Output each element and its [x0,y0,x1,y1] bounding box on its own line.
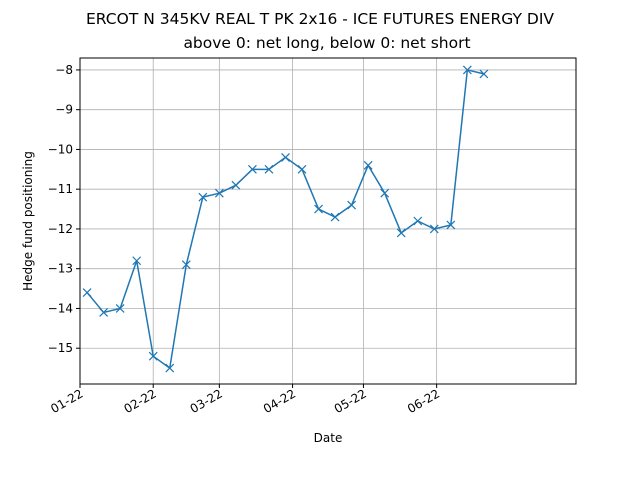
plot-area [79,57,577,385]
chart-subtitle: above 0: net long, below 0: net short [183,34,470,52]
data-point-marker [380,188,390,198]
data-point-marker [314,204,323,214]
x-axis-label: Date [314,431,343,445]
data-point-marker [363,160,373,170]
x-tick-label: 01-22 [48,386,85,416]
data-series [82,65,489,373]
data-point-marker [264,164,274,174]
data-point-marker [330,212,340,222]
x-tick-label: 03-22 [188,386,225,416]
data-point-marker [198,192,208,202]
grid [79,58,576,384]
data-point-marker [347,200,357,210]
y-tick-label: −9 [55,103,73,117]
data-point-marker [413,216,423,226]
y-tick-label: −12 [48,222,73,236]
x-axis: 01-22 02-22 03-22 04-22 05-22 06-22 [48,384,442,416]
data-point-marker [82,288,92,297]
data-point-marker [115,304,125,313]
x-tick-label: 06-22 [405,386,442,416]
series-line [86,69,485,369]
data-point-marker [214,188,224,198]
y-tick-label: −11 [48,182,73,196]
y-tick-label: −13 [48,262,73,276]
chart-title: ERCOT N 345KV REAL T PK 2x16 - ICE FUTUR… [86,10,554,28]
data-point-marker [247,164,257,174]
data-point-marker [396,228,406,238]
data-point-marker [297,164,307,174]
data-point-marker [132,256,142,266]
y-axis-label: Hedge fund positioning [21,151,35,291]
y-tick-label: −15 [48,341,73,355]
data-point-marker [99,308,109,317]
y-axis: −15 −14 −13 −12 −11 −10 −9 −8 [48,63,80,355]
x-tick-label: 05-22 [332,386,369,416]
data-point-marker [165,363,175,373]
data-point-marker [181,260,191,270]
x-tick-label: 02-22 [122,386,159,416]
y-tick-label: −10 [48,142,73,156]
data-point-marker [148,351,158,361]
x-tick-label: 04-22 [261,386,298,416]
y-tick-label: −14 [48,301,73,315]
data-point-marker [446,220,456,230]
data-point-marker [231,180,241,190]
data-point-marker [281,152,290,162]
data-point-marker [479,69,489,79]
y-tick-label: −8 [55,63,73,77]
data-point-marker [462,65,472,75]
data-point-marker [429,224,439,234]
